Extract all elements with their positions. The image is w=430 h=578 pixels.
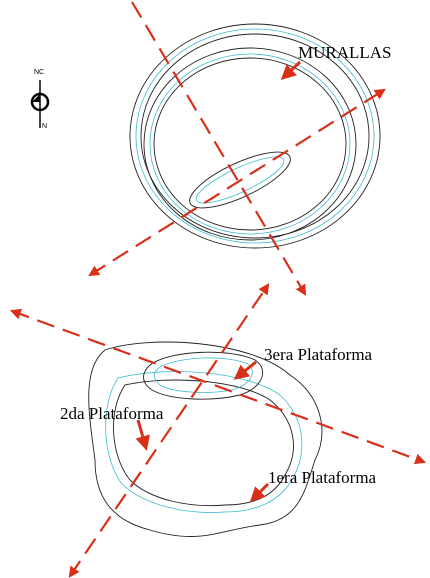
compass: NC N: [30, 69, 50, 130]
label-platform-2: 2da Plataforma: [60, 404, 164, 423]
label-platform-1: 1era Plataforma: [268, 468, 377, 487]
platforms-plan: [88, 341, 323, 537]
compass-n: N: [42, 123, 47, 130]
label-platform-3: 3era Plataforma: [264, 345, 373, 364]
label-murallas: MURALLAS: [298, 43, 392, 62]
compass-nc: NC: [34, 69, 44, 76]
